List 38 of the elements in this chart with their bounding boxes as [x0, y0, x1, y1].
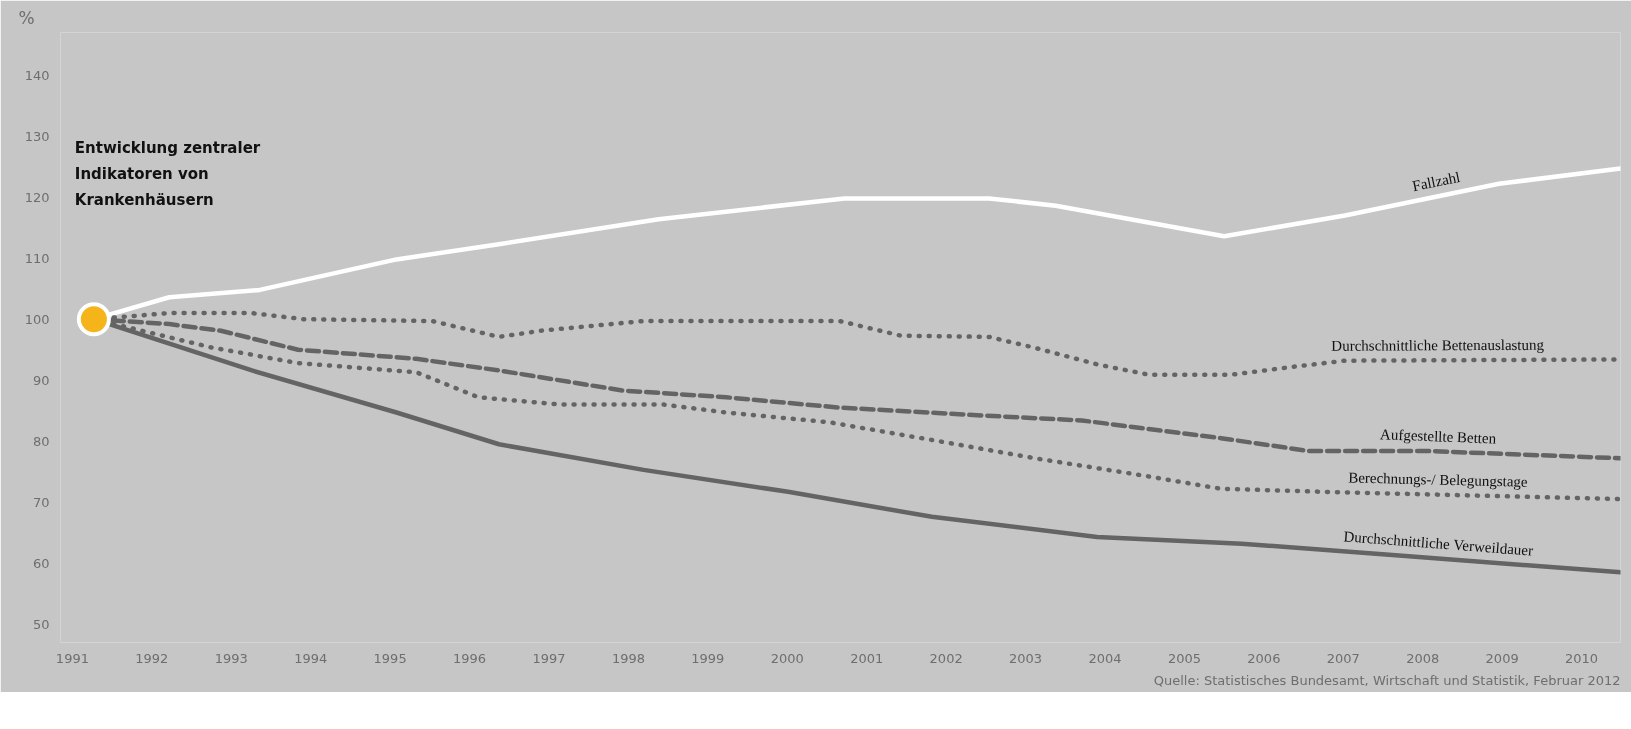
y-axis-title: %	[18, 7, 35, 28]
x-tick-label: 1994	[294, 650, 328, 666]
x-tick-label: 2000	[770, 650, 804, 666]
y-tick-label: 120	[24, 189, 50, 205]
series-label: Durchschnittliche Verweildauer	[1342, 528, 1534, 559]
series-label: Berechnungs-/ Belegungstage	[1348, 469, 1529, 490]
x-tick-label: 1999	[691, 650, 725, 666]
x-tick-label: 2009	[1485, 650, 1519, 666]
series-label: Aufgestellte Betten	[1379, 426, 1497, 447]
text: Fallzahl	[1410, 168, 1462, 195]
x-tick-label: 1997	[532, 650, 566, 666]
x-tick-label: 1998	[611, 650, 645, 666]
x-tick-label: 2005	[1167, 650, 1201, 666]
x-tick-label: 2007	[1326, 650, 1360, 666]
x-tick-label: 2003	[1009, 650, 1043, 666]
y-tick-label: 100	[24, 311, 50, 327]
x-tick-label: 2004	[1088, 650, 1122, 666]
text: Entwicklung zentraler Indikatoren von Krankenhäusern	[74, 139, 261, 210]
y-tick-label: 130	[24, 128, 50, 144]
x-tick-label: 1992	[135, 650, 169, 666]
y-tick-label: 70	[32, 494, 50, 510]
series-label: Durchschnittliche Bettenauslastung	[1331, 336, 1545, 354]
x-tick-label: 2006	[1247, 650, 1281, 666]
source-note: Quelle: Statistisches Bundesamt, Wirtschaft und Statistik, Februar 2012	[1153, 672, 1621, 688]
y-tick-label: 50	[32, 616, 50, 632]
y-tick-label: 60	[32, 555, 50, 571]
y-tick-label: 80	[32, 433, 50, 449]
x-tick-label: 1995	[373, 650, 407, 666]
x-tick-label: 1991	[55, 650, 89, 666]
y-tick-label: 110	[24, 250, 50, 266]
y-tick-label: 140	[24, 67, 50, 83]
y-tick-label: 90	[32, 372, 50, 388]
x-tick-label: 2008	[1406, 650, 1440, 666]
x-tick-label: 1996	[453, 650, 487, 666]
x-tick-label: 1993	[214, 650, 248, 666]
x-tick-label: 2001	[850, 650, 884, 666]
x-tick-label: 2010	[1565, 650, 1599, 666]
x-tick-label: 2002	[929, 650, 963, 666]
